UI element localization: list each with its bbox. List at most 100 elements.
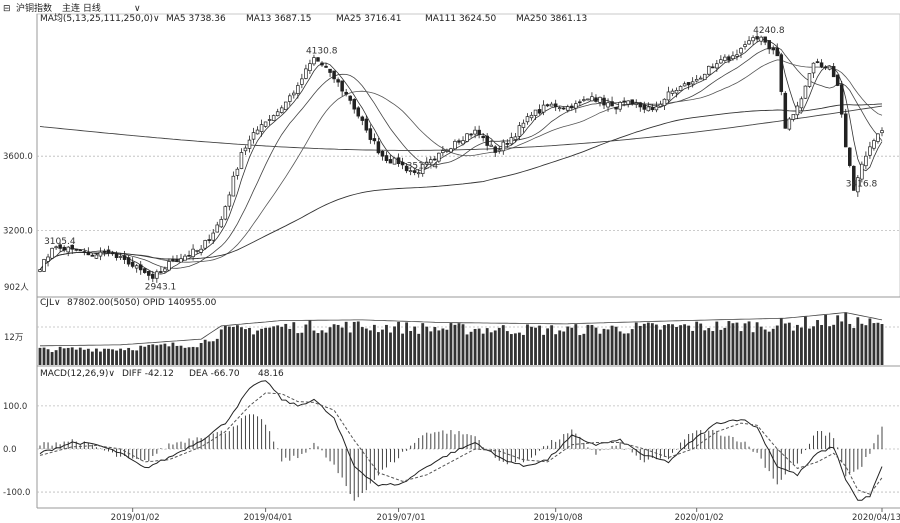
candle-body <box>783 92 788 129</box>
price-annotation: 3512.4 <box>407 162 439 172</box>
candle-body <box>263 121 268 127</box>
volume-bar <box>78 347 82 365</box>
macd-hist-value: 48.16 <box>258 369 284 379</box>
macd-y-tick: -100.0 <box>3 488 30 498</box>
candle-body <box>876 133 880 142</box>
candle-body <box>344 91 348 95</box>
logo-icon[interactable]: ⊟ <box>3 4 11 14</box>
candle-body <box>388 159 393 164</box>
candle-body <box>400 161 405 166</box>
macd-y-tick: 100.0 <box>3 402 27 412</box>
candle-body <box>251 132 256 140</box>
instrument-extra: 主连 日线 <box>62 2 101 14</box>
candle-body <box>82 251 87 253</box>
candle-body <box>578 101 582 104</box>
candle-body <box>602 97 606 106</box>
volume-bar <box>518 332 521 365</box>
volume-bar <box>50 352 54 365</box>
volume-bar <box>586 324 590 365</box>
ma25-value: MA25 3716.41 <box>336 14 401 24</box>
instrument-menu-arrow-icon[interactable]: ∨ <box>134 4 141 14</box>
candle-body <box>203 240 207 249</box>
volume-bar <box>235 325 239 365</box>
volume-bar <box>848 323 852 365</box>
volume-bar <box>775 325 779 365</box>
volume-bar <box>671 324 674 365</box>
candle-body <box>102 250 107 253</box>
candle-body <box>175 259 179 262</box>
candle-body <box>70 244 74 250</box>
macd-y-tick: 0.0 <box>3 445 17 455</box>
candle-body <box>449 148 453 153</box>
candle-body <box>823 66 828 69</box>
candle-body <box>94 254 99 259</box>
volume-bar <box>554 334 558 365</box>
candle-body <box>408 170 413 173</box>
candle-body <box>392 157 397 165</box>
volume-bar <box>667 324 670 365</box>
volume-bar <box>393 326 396 365</box>
volume-bar <box>513 333 517 365</box>
candle-body <box>831 66 836 78</box>
volume-bar <box>856 317 860 365</box>
volume-bar <box>401 333 404 365</box>
volume-legend-label[interactable]: CJL∨ <box>40 298 61 308</box>
volume-bar <box>574 324 578 365</box>
candle-body <box>787 118 792 130</box>
candle-body <box>207 239 211 241</box>
volume-bar <box>94 348 98 365</box>
candle-body <box>227 194 232 207</box>
candle-body <box>481 135 485 139</box>
candle-body <box>852 165 856 191</box>
candle-body <box>501 141 506 152</box>
candle-body <box>674 90 679 94</box>
candle-body <box>755 36 759 40</box>
candle-body <box>195 250 199 252</box>
candle-body <box>662 98 667 106</box>
volume-bar <box>336 324 340 365</box>
candle-body <box>259 124 264 132</box>
ma250-value: MA250 3861.13 <box>516 14 587 24</box>
candle-body <box>880 130 884 134</box>
volume-bar <box>787 322 791 365</box>
candle-body <box>799 98 804 109</box>
volume-bar <box>260 328 263 365</box>
candle-body <box>328 68 332 73</box>
candle-body <box>372 138 377 142</box>
volume-bar <box>207 341 211 365</box>
volume-bar <box>727 321 731 365</box>
volume-bar <box>183 347 187 365</box>
volume-bar <box>808 328 811 365</box>
volume-bar <box>522 334 525 365</box>
candle-body <box>336 79 340 83</box>
volume-bar <box>650 323 654 365</box>
volume-bar <box>747 321 751 365</box>
volume-bar <box>429 331 433 365</box>
price-annotation: 4240.8 <box>753 26 785 36</box>
volume-bar <box>691 330 695 365</box>
volume-bar <box>800 327 803 365</box>
candle-body <box>130 261 135 267</box>
volume-bar <box>453 324 457 365</box>
volume-bar <box>227 326 231 365</box>
volume-bar <box>389 332 392 365</box>
candle-body <box>199 248 203 253</box>
volume-bar <box>739 331 743 365</box>
macd-legend-label[interactable]: MACD(12,26,9)∨ <box>40 369 115 379</box>
candle-body <box>308 63 312 72</box>
candle-body <box>723 56 727 61</box>
volume-bar <box>348 332 352 365</box>
open-interest-line <box>40 312 883 347</box>
volume-values: 87802.00(5050) OPID 140955.00 <box>67 298 217 308</box>
candle-body <box>183 255 187 261</box>
candle-body <box>537 109 542 114</box>
candle-body <box>707 65 711 75</box>
volume-bar <box>546 328 550 365</box>
candle-body <box>642 104 647 110</box>
volume-bar <box>481 333 485 365</box>
price-legend-label[interactable]: MA均(5,13,25,111,250,0)∨ <box>40 12 160 24</box>
candle-body <box>424 161 429 165</box>
candle-body <box>420 164 425 174</box>
x-tick-label: 2019/04/01 <box>244 513 293 523</box>
